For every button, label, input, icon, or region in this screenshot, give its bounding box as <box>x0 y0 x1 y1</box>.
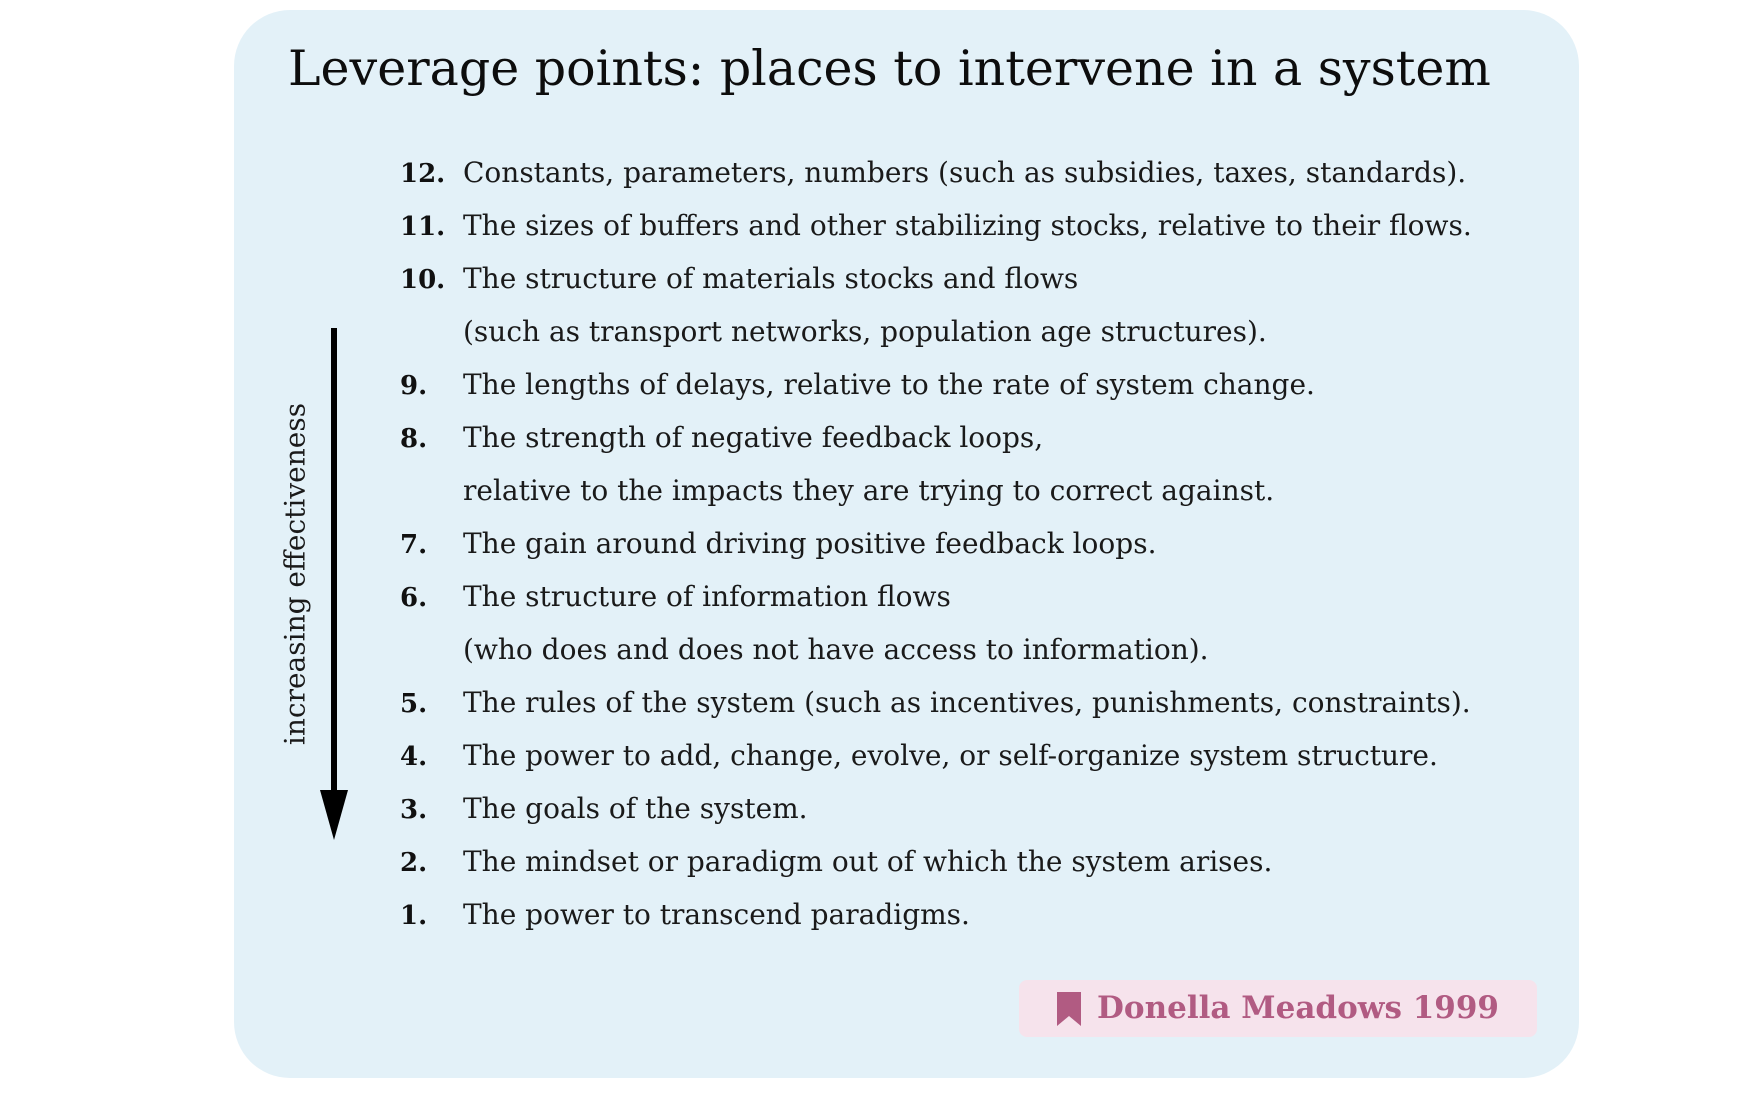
list-item-continuation: (such as transport networks, population … <box>400 305 1472 358</box>
list-item: 3. The goals of the system. <box>400 782 1472 835</box>
list-item: 6. The structure of information flows <box>400 570 1472 623</box>
item-text: The sizes of buffers and other stabilizi… <box>463 209 1472 242</box>
item-text: The gain around driving positive feedbac… <box>463 527 1157 560</box>
item-number: 9. <box>400 371 428 401</box>
list-item-continuation: (who does and does not have access to in… <box>400 623 1472 676</box>
item-number: 11. <box>400 212 446 242</box>
item-text: The rules of the system (such as incenti… <box>463 686 1471 719</box>
item-number: 10. <box>400 265 446 295</box>
item-text: The goals of the system. <box>463 792 808 825</box>
list-item: 8. The strength of negative feedback loop… <box>400 411 1472 464</box>
item-number: 2. <box>400 848 428 878</box>
item-number: 8. <box>400 424 428 454</box>
item-text: relative to the impacts they are trying … <box>463 474 1275 507</box>
list-item: 9. The lengths of delays, relative to the… <box>400 358 1472 411</box>
item-number: 12. <box>400 159 446 189</box>
leverage-points-card <box>234 10 1579 1078</box>
item-text: The strength of negative feedback loops, <box>463 421 1044 454</box>
item-number: 1. <box>400 901 428 931</box>
list-item: 2. The mindset or paradigm out of which t… <box>400 835 1472 888</box>
item-number: 5. <box>400 689 428 719</box>
citation-text: Donella Meadows 1999 <box>1097 990 1499 1026</box>
item-number: 3. <box>400 795 428 825</box>
item-number: 4. <box>400 742 428 772</box>
page-title: Leverage points: places to intervene in … <box>288 40 1491 97</box>
list-item: 4. The power to add, change, evolve, or s… <box>400 729 1472 782</box>
effectiveness-axis-label: increasing effectiveness <box>278 402 312 746</box>
list-item: 11. The sizes of buffers and other stabil… <box>400 199 1472 252</box>
down-arrow-icon <box>320 328 348 840</box>
item-number: 6. <box>400 583 428 613</box>
item-text: The power to add, change, evolve, or sel… <box>463 739 1438 772</box>
item-number: 7. <box>400 530 428 560</box>
leverage-points-list: 12. Constants, parameters, numbers (such … <box>400 146 1472 941</box>
list-item: 1. The power to transcend paradigms. <box>400 888 1472 941</box>
list-item-continuation: relative to the impacts they are trying … <box>400 464 1472 517</box>
citation-badge: Donella Meadows 1999 <box>1019 980 1537 1037</box>
item-text: The lengths of delays, relative to the r… <box>463 368 1315 401</box>
list-item: 5. The rules of the system (such as incen… <box>400 676 1472 729</box>
bookmark-icon <box>1057 992 1081 1026</box>
item-text: (such as transport networks, population … <box>463 315 1267 348</box>
item-text: The structure of materials stocks and fl… <box>463 262 1079 295</box>
item-text: Constants, parameters, numbers (such as … <box>463 156 1467 189</box>
list-item: 10. The structure of materials stocks and… <box>400 252 1472 305</box>
list-item: 12. Constants, parameters, numbers (such … <box>400 146 1472 199</box>
item-text: The power to transcend paradigms. <box>463 898 970 931</box>
list-item: 7. The gain around driving positive feedb… <box>400 517 1472 570</box>
item-text: The structure of information flows <box>463 580 951 613</box>
item-text: (who does and does not have access to in… <box>463 633 1209 666</box>
item-text: The mindset or paradigm out of which the… <box>463 845 1273 878</box>
